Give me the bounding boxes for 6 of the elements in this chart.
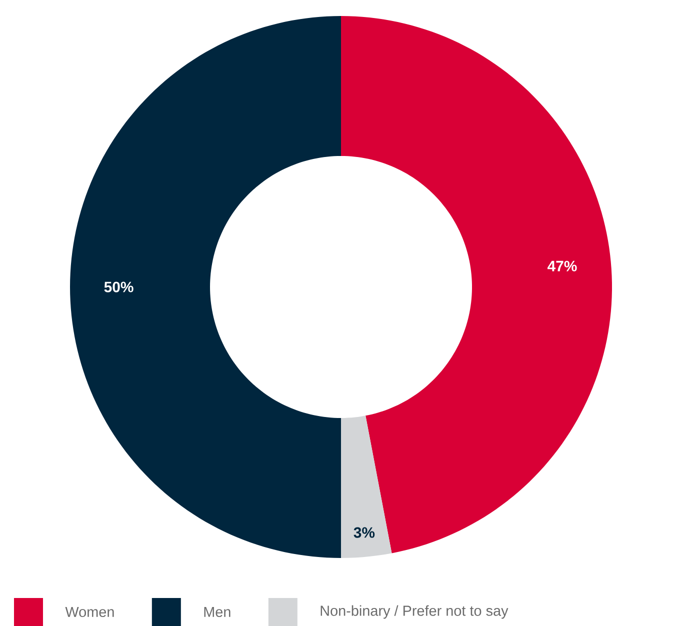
- legend-label: Non-binary / Prefer not to say: [320, 605, 508, 619]
- data-label: 3%: [354, 527, 375, 538]
- legend-label: Women: [65, 606, 114, 618]
- legend-label: Men: [204, 606, 230, 618]
- data-label: 47%: [548, 260, 577, 272]
- data-label: 50%: [104, 282, 134, 292]
